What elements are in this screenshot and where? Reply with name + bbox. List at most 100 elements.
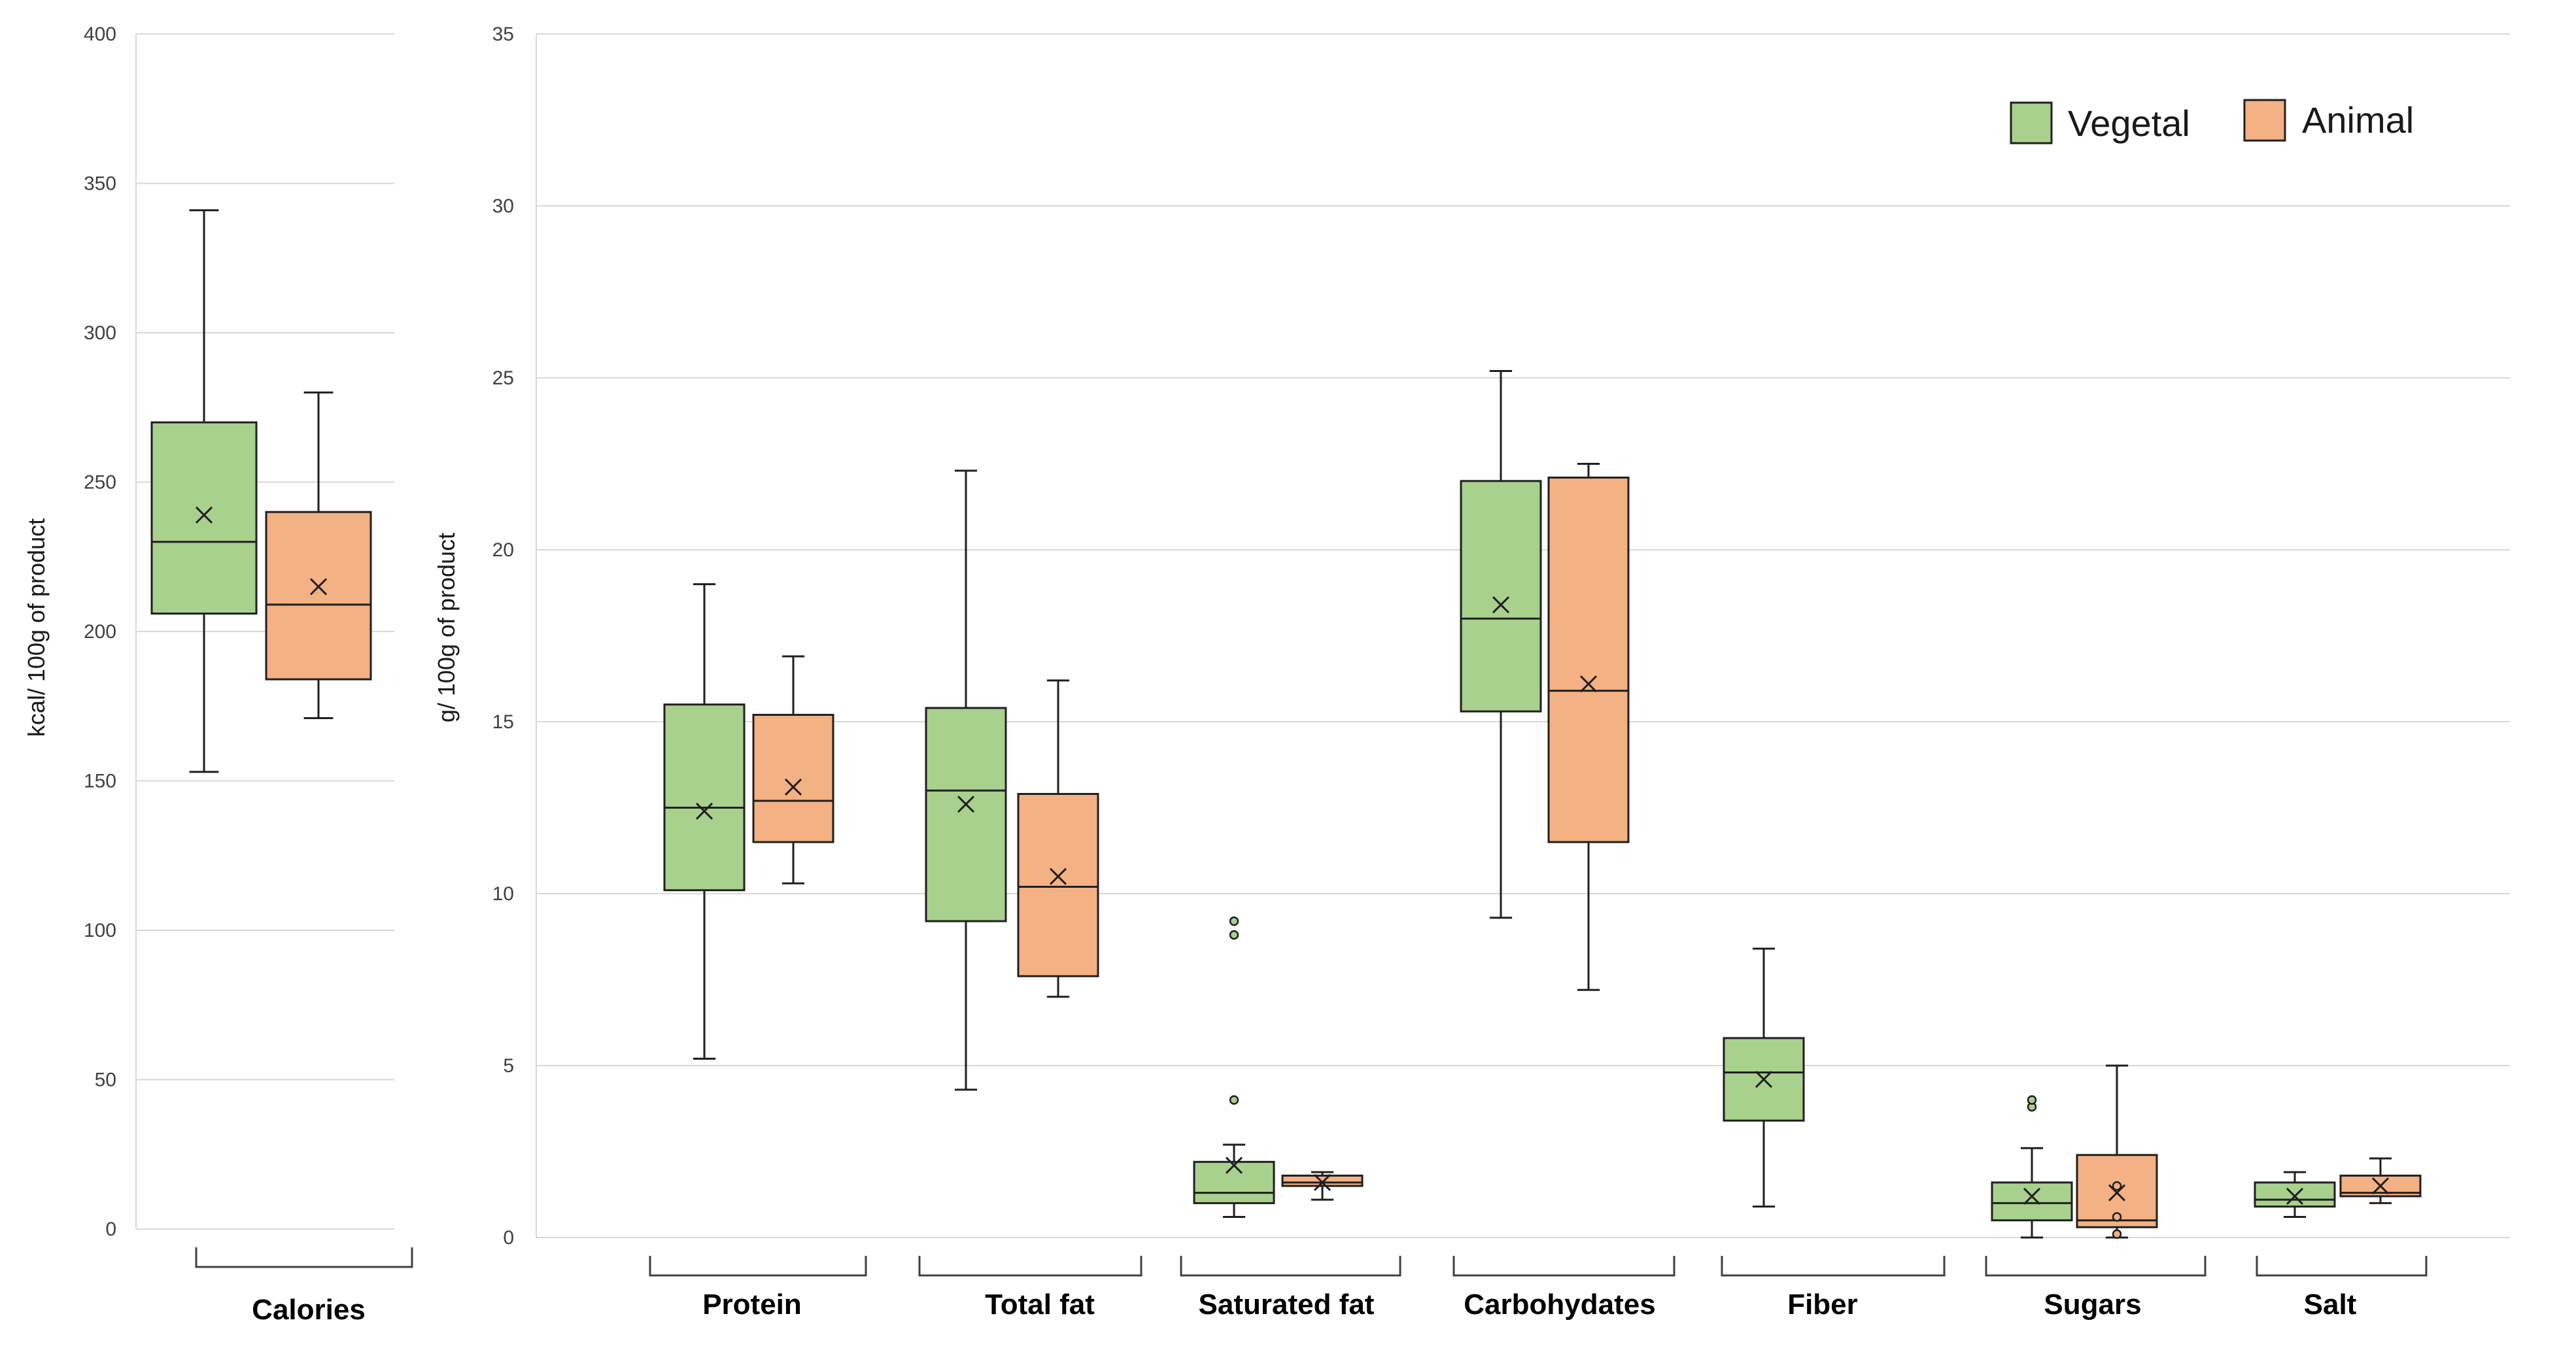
- nutrients-carbohydates-animal-iqr-box: [1547, 477, 1630, 843]
- nutrients-bracket-fiber: [1721, 1256, 1946, 1277]
- calories-y-tick-150: 150: [84, 771, 116, 792]
- nutrients-total-fat-animal-mean-stroke-b: [1049, 868, 1067, 885]
- nutrients-panel: 0 5 10 15 20 25 30 35 Protein Total fat Saturated…: [433, 24, 2510, 1321]
- calories-calories-vegetal-mean-stroke-b: [195, 506, 213, 524]
- nutrients-saturated-fat-animal-iqr-box: [1281, 1174, 1364, 1187]
- nutrients-total-fat-animal-box: [1017, 679, 1099, 998]
- calories-y-tick-0: 0: [105, 1219, 116, 1240]
- nutrients-carbohydates-animal-mean-marker: [1579, 675, 1598, 693]
- nutrients-protein-animal-iqr-box: [752, 713, 834, 843]
- nutrients-bracket-total-fat: [918, 1256, 1142, 1277]
- nutrients-y-tick-25: 25: [492, 367, 514, 389]
- calories-y-tick-200: 200: [84, 621, 116, 643]
- nutrients-y-ticks: 0 5 10 15 20 25 30 35: [492, 24, 514, 1249]
- nutrients-sugars-animal-outlier-0: [2112, 1229, 2122, 1239]
- calories-calories-vegetal-mean-marker: [195, 506, 213, 524]
- nutrients-category-label-salt: Salt: [2304, 1289, 2357, 1321]
- calories-panel: 0 50 100 150 200 250 300 350 400 Calories kcal/ …: [23, 24, 413, 1326]
- nutrients-sugars-vegetal-box: [1991, 1095, 2073, 1239]
- nutrients-category-label-protein: Protein: [702, 1289, 802, 1321]
- nutrients-sugars-vegetal-mean-stroke-b: [2023, 1187, 2041, 1205]
- nutrients-sugars-vegetal-outlier-1: [2027, 1095, 2037, 1105]
- nutrients-carbohydates-vegetal-box: [1460, 369, 1542, 919]
- nutrients-total-fat-vegetal-box: [925, 469, 1007, 1091]
- nutrients-sugars-vegetal-mean-marker: [2023, 1187, 2041, 1205]
- nutrients-carbohydates-vegetal-mean-stroke-b: [1492, 596, 1510, 614]
- nutrients-saturated-fat-vegetal-outlier-1: [1229, 930, 1239, 940]
- calories-gridlines: [135, 33, 394, 1229]
- nutrients-y-tick-15: 15: [492, 711, 514, 733]
- nutrients-y-tick-0: 0: [503, 1227, 514, 1249]
- nutrients-y-tick-20: 20: [492, 539, 514, 561]
- nutrients-protein-animal-mean-stroke-b: [784, 778, 802, 796]
- nutrients-fiber-vegetal-mean-stroke-b: [1755, 1070, 1773, 1088]
- nutrients-y-tick-35: 35: [492, 24, 514, 45]
- nutrients-y-tick-10: 10: [492, 883, 514, 905]
- nutrients-category-label-carbohydates: Carbohydates: [1464, 1289, 1655, 1321]
- nutrients-protein-animal-mean-marker: [784, 778, 802, 796]
- nutrients-saturated-fat-vegetal-iqr-box: [1193, 1160, 1275, 1204]
- calories-calories-animal-box: [265, 391, 372, 720]
- nutrients-saturated-fat-vegetal-mean-marker: [1225, 1156, 1243, 1174]
- nutrients-category-brackets: Protein Total fat Saturated fat Carbohydate…: [649, 1256, 2428, 1321]
- nutrients-boxes: [663, 369, 2422, 1239]
- calories-y-tick-300: 300: [84, 322, 116, 344]
- legend-swatch-animal: [2243, 99, 2286, 142]
- nutrients-fiber-vegetal-box: [1723, 947, 1805, 1208]
- nutrients-salt-animal-mean-marker: [2371, 1177, 2390, 1195]
- nutrients-salt-vegetal-mean-stroke-b: [2286, 1187, 2304, 1205]
- nutrients-bracket-saturated-fat: [1180, 1256, 1401, 1277]
- calories-boxes: [150, 209, 372, 773]
- nutrients-category-label-sugars: Sugars: [2044, 1289, 2141, 1321]
- calories-category-label-calories: Calories: [252, 1294, 366, 1326]
- nutrients-carbohydates-vegetal-iqr-box: [1460, 480, 1542, 713]
- nutrients-protein-animal-box: [752, 655, 834, 885]
- nutrients-protein-vegetal-mean-stroke-b: [695, 802, 713, 820]
- calories-calories-animal-mean-stroke-b: [309, 578, 328, 596]
- nutrients-saturated-fat-animal-mean-stroke-b: [1313, 1173, 1331, 1191]
- nutrients-sugars-animal-outlier-1: [2112, 1212, 2122, 1222]
- nutrients-sugars-animal-mean-marker: [2108, 1184, 2126, 1202]
- nutrients-saturated-fat-vegetal-box: [1193, 916, 1275, 1218]
- nutrients-total-fat-animal-iqr-box: [1017, 792, 1099, 977]
- nutrients-sugars-animal-mean-stroke-b: [2108, 1184, 2126, 1202]
- nutrients-salt-animal-box: [2339, 1157, 2422, 1204]
- nutrients-y-tick-30: 30: [492, 195, 514, 217]
- nutrients-saturated-fat-animal-mean-marker: [1313, 1173, 1331, 1191]
- calories-calories-vegetal-box: [150, 209, 258, 773]
- nutrients-salt-animal-mean-stroke-b: [2371, 1177, 2390, 1195]
- calories-calories-vegetal-iqr-box: [150, 421, 258, 615]
- calories-y-tick-100: 100: [84, 920, 116, 941]
- calories-calories-animal-mean-marker: [309, 578, 328, 596]
- nutrients-carbohydates-vegetal-mean-marker: [1492, 596, 1510, 614]
- nutrients-salt-vegetal-iqr-box: [2254, 1181, 2336, 1208]
- nutrients-sugars-vegetal-iqr-box: [1991, 1181, 2073, 1222]
- legend-label-animal: Animal: [2302, 99, 2414, 141]
- nutrients-category-label-fiber: Fiber: [1787, 1289, 1858, 1321]
- nutrients-saturated-fat-vegetal-outlier-0: [1229, 1095, 1239, 1105]
- nutrients-total-fat-vegetal-mean-stroke-b: [957, 796, 975, 813]
- nutrients-gridlines: [536, 33, 2510, 1238]
- nutrients-bracket-carbohydates: [1452, 1256, 1675, 1277]
- nutrients-bracket-salt: [2256, 1256, 2428, 1277]
- nutrients-bracket-sugars: [1985, 1256, 2207, 1277]
- nutrients-total-fat-animal-mean-marker: [1049, 868, 1067, 885]
- calories-y-ticks: 0 50 100 150 200 250 300 350 400: [84, 24, 116, 1240]
- nutrients-category-label-saturated-fat: Saturated fat: [1199, 1289, 1375, 1321]
- nutrients-sugars-animal-outlier-2: [2112, 1181, 2122, 1191]
- nutrients-bracket-protein: [649, 1256, 867, 1277]
- nutrients-total-fat-vegetal-mean-marker: [957, 796, 975, 813]
- nutrients-protein-vegetal-box: [663, 583, 746, 1060]
- nutrients-y-axis-title: g/ 100g of product: [433, 533, 460, 722]
- nutrients-protein-vegetal-iqr-box: [663, 703, 746, 892]
- nutrients-total-fat-vegetal-iqr-box: [925, 707, 1007, 922]
- calories-y-tick-350: 350: [84, 173, 116, 195]
- nutrients-salt-vegetal-box: [2254, 1171, 2336, 1218]
- nutrients-carbohydates-animal-mean-stroke-b: [1579, 675, 1598, 693]
- calories-bracket-calories: [195, 1247, 413, 1268]
- nutrients-saturated-fat-vegetal-mean-stroke-b: [1225, 1156, 1243, 1174]
- nutrients-fiber-vegetal-mean-marker: [1755, 1070, 1773, 1088]
- calories-y-tick-250: 250: [84, 472, 116, 494]
- nutrients-y-tick-5: 5: [503, 1055, 514, 1077]
